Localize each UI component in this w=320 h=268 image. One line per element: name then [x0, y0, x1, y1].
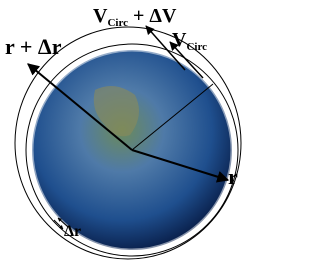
label-v-circ: VCirc — [172, 29, 207, 53]
label-rest: + ΔV — [128, 5, 177, 27]
label-dr: Δr — [64, 223, 81, 240]
label-v-circ-plus-dv: VCirc + ΔV — [93, 5, 177, 29]
label-sub: Circ — [107, 17, 128, 29]
label-sub: Circ — [186, 41, 207, 53]
label-r-plus-dr: r + Δr — [5, 34, 62, 59]
label-r: r — [228, 164, 238, 189]
orbit-diagram: VCirc + ΔV VCirc r + Δr r Δr — [0, 0, 242, 268]
label-main: V — [93, 5, 108, 27]
label-main: V — [172, 29, 187, 51]
page: VCirc + ΔV VCirc r + Δr r Δr (() => { co… — [0, 0, 242, 268]
